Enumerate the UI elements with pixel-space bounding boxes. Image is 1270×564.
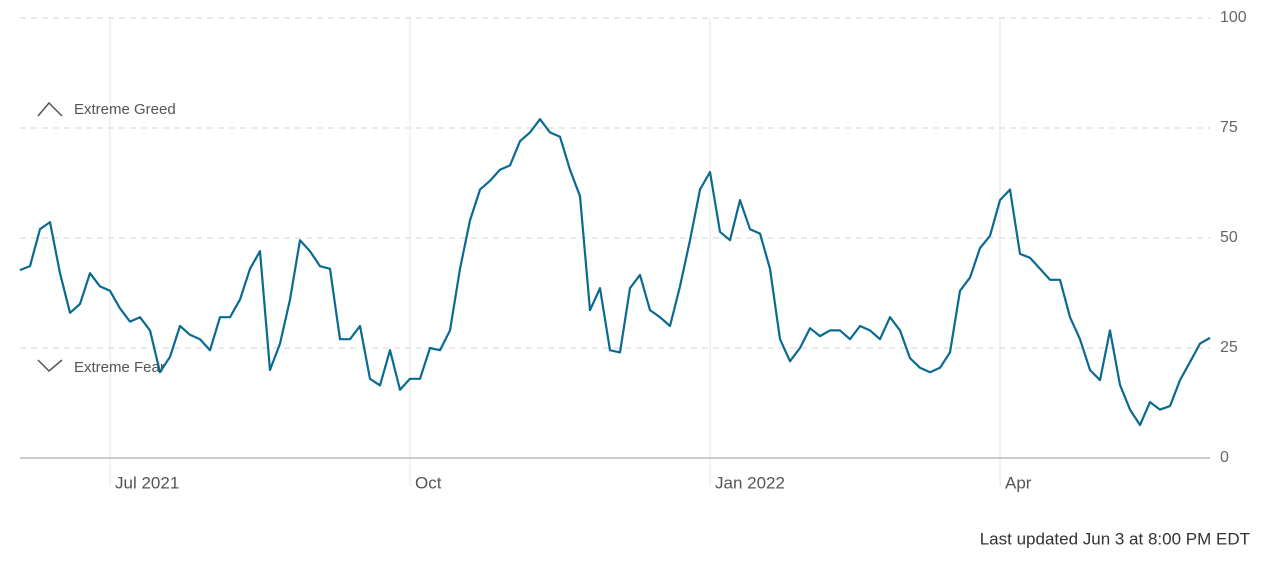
fear-icon <box>37 359 63 373</box>
y-tick-label: 100 <box>1220 9 1247 26</box>
greed-icon <box>37 101 63 117</box>
y-tick-label: 25 <box>1220 339 1238 356</box>
annotation: Extreme Fear <box>74 359 165 376</box>
y-tick-label: 0 <box>1220 449 1229 466</box>
x-tick-label: Apr <box>1005 473 1032 492</box>
x-tick-label: Oct <box>415 473 442 492</box>
y-tick-label: 75 <box>1220 119 1238 136</box>
line <box>19 118 1211 427</box>
annotation: Extreme Greed <box>74 101 176 118</box>
x-tick-label: Jul 2021 <box>115 473 179 492</box>
y-tick-label: 50 <box>1220 229 1238 246</box>
footer: Last updated Jun 3 at 8:00 PM EDT <box>980 529 1250 548</box>
x-tick-label: Jan 2022 <box>715 473 785 492</box>
